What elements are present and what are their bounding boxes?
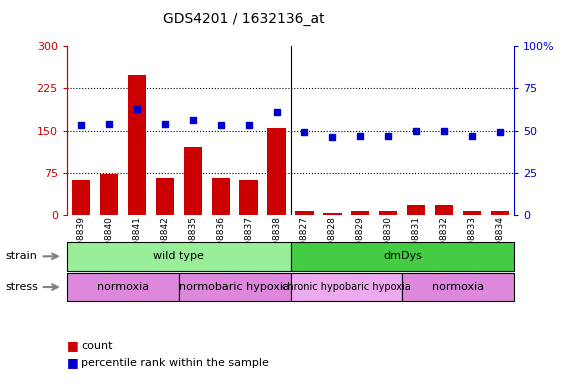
Text: stress: stress [6,282,39,292]
Bar [211,179,229,215]
Bar [100,174,118,215]
Bar [267,128,286,215]
Bar [239,180,257,215]
Text: normoxia: normoxia [432,282,485,292]
Bar [379,210,397,215]
Text: wild type: wild type [153,251,204,262]
Text: ■: ■ [67,356,78,369]
Bar [435,205,453,215]
Text: GDS4201 / 1632136_at: GDS4201 / 1632136_at [163,12,325,25]
Bar [463,211,481,215]
Text: chronic hypobaric hypoxia: chronic hypobaric hypoxia [282,282,411,292]
Bar [156,179,174,215]
Bar [128,75,146,215]
Text: strain: strain [6,251,38,262]
Text: dmDys: dmDys [383,251,422,262]
Bar [184,147,202,215]
Bar [491,210,510,215]
Text: percentile rank within the sample: percentile rank within the sample [81,358,269,368]
Text: count: count [81,341,113,351]
Bar [324,213,342,215]
Text: ■: ■ [67,339,78,352]
Bar [352,211,370,215]
Bar [71,180,90,215]
Text: normobaric hypoxia: normobaric hypoxia [179,282,290,292]
Text: normoxia: normoxia [96,282,149,292]
Bar [295,210,314,215]
Bar [407,205,425,215]
